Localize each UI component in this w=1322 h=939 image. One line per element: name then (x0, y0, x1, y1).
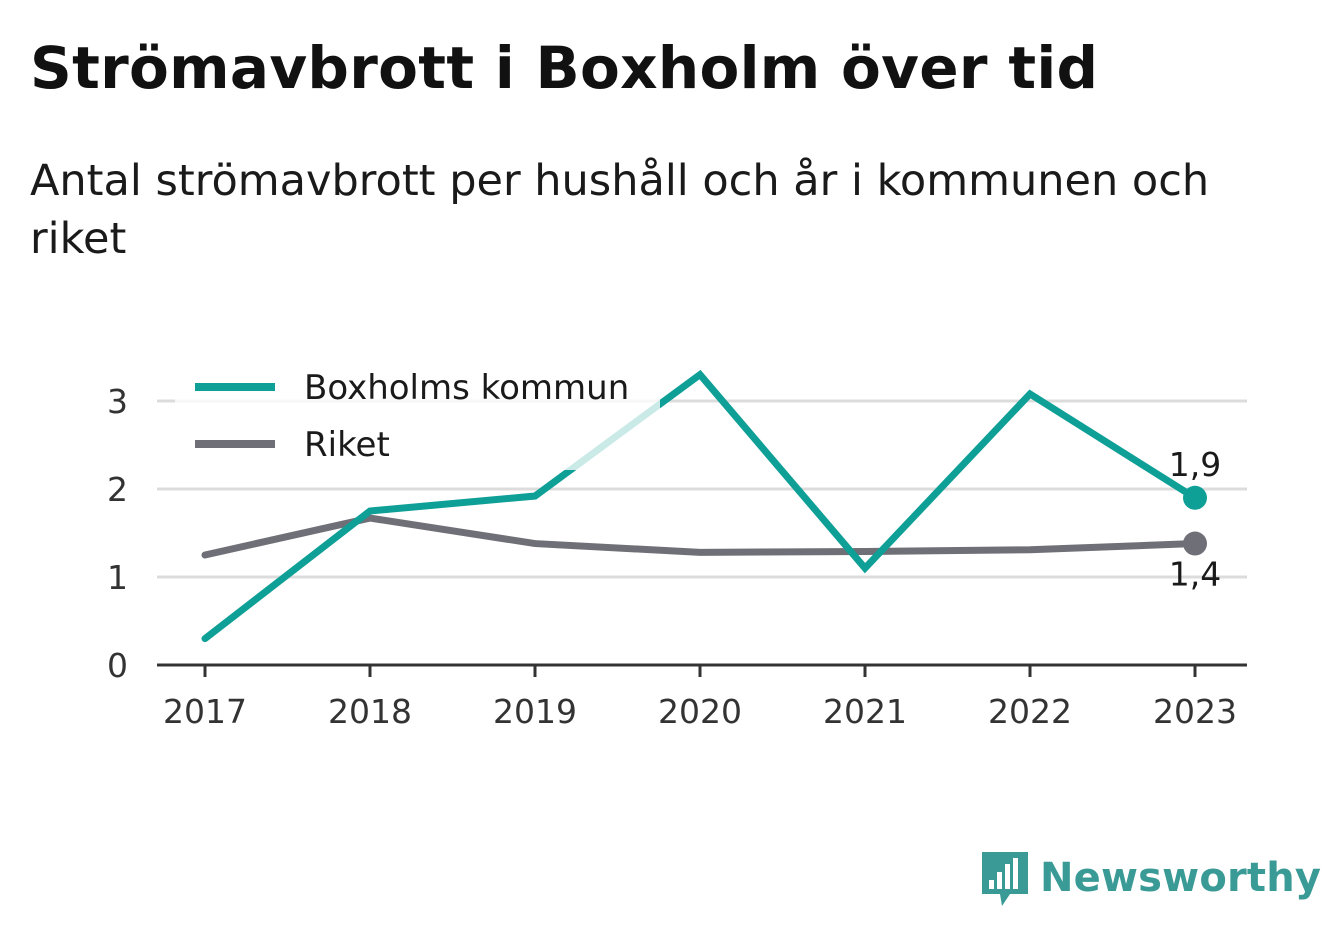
x-tick-label: 2017 (163, 692, 247, 731)
legend: Boxholms kommun Riket (175, 360, 660, 470)
legend-label: Riket (304, 425, 390, 465)
y-tick-label: 1 (107, 558, 128, 597)
y-axis-tick-labels: 0 1 2 3 (107, 382, 128, 685)
chart-title: Strömavbrott i Boxholm över tid (30, 34, 1099, 102)
end-value-label: 1,9 (1169, 445, 1221, 484)
x-tick-label: 2022 (988, 692, 1072, 731)
x-axis (157, 663, 1247, 677)
x-tick-label: 2020 (658, 692, 742, 731)
legend-background (175, 360, 660, 470)
x-tick-label: 2021 (823, 692, 907, 731)
chart-subtitle: Antal strömavbrott per hushåll och år i … (30, 156, 1210, 264)
line-chart: 0 1 2 3 2017 2018 2019 2020 2021 2022 2023 Boxhol… (107, 360, 1247, 731)
end-value-label: 1,4 (1169, 555, 1221, 594)
x-axis-tick-labels: 2017 2018 2019 2020 2021 2022 2023 (163, 692, 1237, 731)
legend-label: Boxholms kommun (304, 368, 629, 408)
end-point (1183, 531, 1207, 556)
newsworthy-logo: Newsworthy (980, 848, 1321, 908)
end-point (1183, 485, 1207, 510)
newsworthy-logo-icon (982, 852, 1028, 906)
x-tick-label: 2019 (493, 692, 577, 731)
x-tick-label: 2023 (1153, 692, 1237, 731)
y-tick-label: 2 (107, 470, 128, 509)
y-tick-label: 0 (107, 646, 128, 685)
brand-name: Newsworthy (1040, 855, 1322, 901)
series-lines (201, 369, 1207, 643)
y-tick-label: 3 (107, 382, 128, 421)
x-tick-label: 2018 (328, 692, 412, 731)
end-labels: 1,9 1,4 (1169, 445, 1221, 594)
